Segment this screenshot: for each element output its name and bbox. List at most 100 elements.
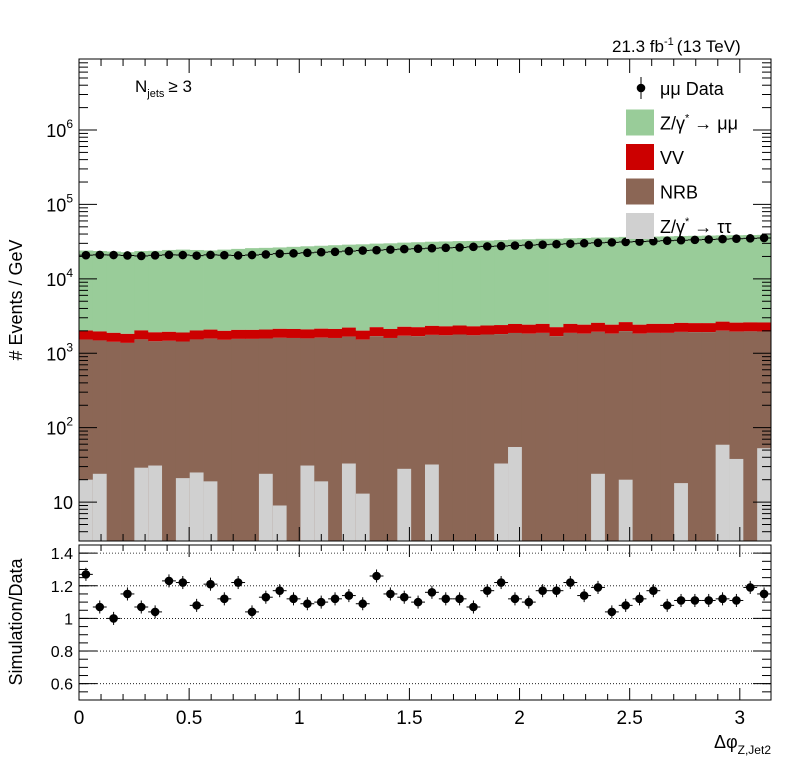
data-point [732,234,741,244]
ratio-point [745,583,755,592]
y-tick-label: 103 [46,340,73,364]
ratio-point [413,597,423,607]
bar-zmumu [715,235,730,322]
bar-ztautau [508,446,523,541]
bar-nrb [743,331,758,541]
ratio-point [441,594,451,604]
bar-nrb [272,337,287,541]
data-point [524,240,534,250]
bar-ztautau [148,465,163,541]
bar-zmumu [660,236,675,324]
legend-label-nrb: NRB [660,183,698,203]
bar-vv [79,330,94,340]
legend-label-zmumu: Z/γ* → μμ [660,113,738,134]
x-tick-label: 2 [514,708,525,729]
bar-zmumu [286,246,301,329]
ratio-point [330,594,340,604]
bar-nrb [328,337,343,541]
bar-zmumu [272,247,287,329]
bar-zmumu [646,236,661,324]
data-point [718,234,727,244]
data-point [427,243,437,253]
bar-vv [369,327,384,337]
bar-ztautau [92,473,108,541]
ratio-point [718,594,727,604]
data-point [303,248,312,258]
bar-vv [715,321,730,331]
bar-zmumu [687,235,703,324]
bar-ztautau [300,465,315,541]
bar-nrb [480,334,495,541]
ratio-point [289,594,298,604]
y-tick-label: 102 [46,415,73,439]
bar-nrb [411,336,426,541]
ratio-axes: 0.6 0.8 1 1.2 1.4 0 0.5 1 1.5 2 2.5 3 [51,545,771,729]
bar-nrb [549,336,564,541]
bar-vv [203,329,218,339]
data-point [136,251,146,261]
ratio-point [275,586,284,595]
data-point [233,251,243,260]
ratio-y-tick-label: 1.2 [51,579,73,596]
ratio-point [538,586,547,595]
data-point [607,238,617,247]
ratio-point [109,614,118,623]
bar-vv [480,325,495,335]
bar-vv [411,327,426,337]
main-axes: 10 102 103 104 105 106 [46,58,771,542]
bar-zmumu [300,246,315,330]
data-point [261,250,271,259]
bar-nrb [660,332,675,541]
bar-ztautau [189,472,204,541]
bar-vv [535,323,550,333]
data-point [316,247,326,257]
bar-nrb [632,333,647,541]
legend-swatch-zmumu [626,109,654,136]
bar-vv [425,325,440,335]
data-point [150,251,160,260]
bar-ztautau [203,481,218,541]
lumi-label: 21.3 fb-1 (13 TeV) [612,36,741,56]
bar-vv [604,324,620,334]
ratio-point [552,586,561,595]
bar-vv [286,328,301,338]
bar-ztautau [425,464,440,541]
data-point [635,237,644,246]
cut-label: Njets ≥ 3 [135,77,192,100]
bar-zmumu [411,242,426,328]
ratio-point [482,586,492,595]
data-point [330,247,340,257]
data-point [247,250,257,260]
bar-zmumu [162,249,177,332]
bar-vv [674,322,689,332]
bar-nrb [120,342,135,541]
bar-zmumu [549,238,564,328]
bar-zmumu [245,248,260,330]
ratio-grid [79,552,771,685]
bar-zmumu [438,241,454,327]
bar-nrb [701,332,717,541]
data-point [123,251,132,260]
bar-zmumu [106,251,121,333]
data-point [579,238,589,248]
data-point [220,250,229,260]
bar-vv [743,322,758,332]
data-point [372,245,381,255]
ratio-point [455,594,464,604]
bar-ztautau [314,481,329,541]
bar-nrb [106,341,121,541]
bar-nrb [604,333,620,541]
bar-zmumu [618,236,633,323]
x-tick-label: 1 [294,708,305,729]
bar-vv [508,323,523,333]
ratio-point [510,594,520,604]
ratio-point [621,601,630,610]
bar-zmumu [314,245,329,329]
ratio-point [123,589,132,599]
bar-zmumu [535,238,550,324]
bar-vv [729,322,744,332]
bar-zmumu [397,242,412,327]
bar-ztautau [258,473,274,541]
bar-nrb [563,332,578,541]
bar-nrb [286,337,301,541]
